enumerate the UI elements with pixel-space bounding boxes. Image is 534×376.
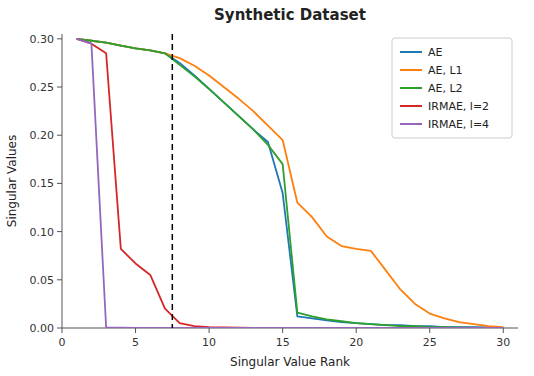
y-tick-label: 0.10: [30, 226, 55, 239]
x-tick-label: 0: [59, 336, 66, 349]
legend-box: [392, 38, 512, 138]
title: Synthetic Dataset: [214, 6, 366, 24]
x-tick-label: 10: [202, 336, 216, 349]
legend-label: AE, L2: [428, 82, 463, 95]
series-line: [77, 39, 504, 328]
x-tick: [503, 328, 504, 333]
y-axis: 0.00 0.05 0.10 0.15 0.20 0.25 0.30: [30, 33, 63, 335]
y-tick: [57, 87, 62, 88]
y-axis-label: Singular Values: [5, 135, 19, 227]
y-tick: [57, 38, 62, 39]
y-tick: [57, 231, 62, 232]
legend-label: IRMAE, l=4: [428, 118, 489, 131]
y-tick-label: 0.30: [30, 33, 55, 46]
x-tick-label: 20: [349, 336, 363, 349]
y-tick: [57, 135, 62, 136]
x-tick: [429, 328, 430, 333]
legend-swatch: [400, 123, 422, 125]
reference-line: [172, 34, 174, 328]
y-tick: [57, 328, 62, 329]
x-tick-label: 30: [496, 336, 510, 349]
x-tick: [282, 328, 283, 333]
x-axis: 0 5 10 15 20 25 30: [59, 328, 519, 349]
x-tick: [209, 328, 210, 333]
legend-swatch: [400, 51, 422, 53]
y-tick-label: 0.00: [30, 322, 55, 335]
x-tick-label: 5: [132, 336, 139, 349]
series-line: [77, 39, 504, 328]
x-tick-label: 25: [423, 336, 437, 349]
x-tick: [62, 328, 63, 333]
legend-swatch: [400, 87, 422, 89]
series-line: [77, 39, 504, 328]
x-axis-label: Singular Value Rank: [230, 355, 350, 369]
legend-label: IRMAE, l=2: [428, 100, 489, 113]
legend-label: AE: [428, 46, 443, 59]
legend: AE AE, L1 AE, L2 IRMAE, l=2 IRMAE, l=4: [392, 38, 512, 138]
legend-label: AE, L1: [428, 64, 463, 77]
y-tick-label: 0.15: [30, 177, 55, 190]
chart: Synthetic Dataset 0.00 0.05 0.10 0.15 0.20 0.2…: [0, 0, 534, 376]
y-tick-label: 0.20: [30, 129, 55, 142]
y-tick-label: 0.05: [30, 274, 55, 287]
series-line: [77, 39, 504, 328]
y-tick: [57, 279, 62, 280]
legend-swatch: [400, 69, 422, 71]
y-axis-line: [62, 34, 63, 328]
legend-swatch: [400, 105, 422, 107]
x-tick: [356, 328, 357, 333]
series-line: [77, 39, 504, 327]
x-tick-label: 15: [276, 336, 290, 349]
x-tick: [135, 328, 136, 333]
y-tick-label: 0.25: [30, 81, 55, 94]
y-tick: [57, 183, 62, 184]
